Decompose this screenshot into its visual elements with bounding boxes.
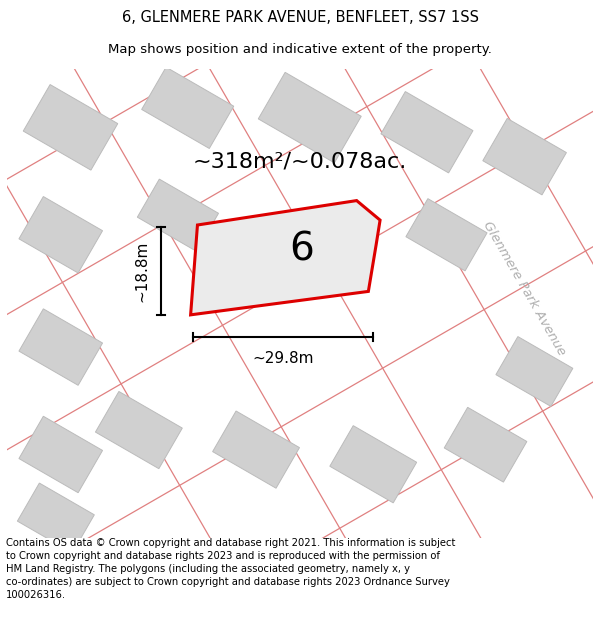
Text: 6: 6: [289, 231, 314, 268]
Polygon shape: [19, 416, 103, 492]
Text: ~318m²/~0.078ac.: ~318m²/~0.078ac.: [193, 151, 407, 171]
Text: ~18.8m: ~18.8m: [134, 240, 149, 302]
Polygon shape: [406, 199, 487, 271]
Polygon shape: [137, 179, 218, 251]
Polygon shape: [330, 426, 416, 503]
Polygon shape: [23, 84, 118, 170]
Polygon shape: [17, 483, 94, 553]
Polygon shape: [444, 408, 527, 482]
Polygon shape: [142, 67, 234, 149]
Polygon shape: [381, 91, 473, 173]
Text: Map shows position and indicative extent of the property.: Map shows position and indicative extent…: [108, 42, 492, 56]
Text: Contains OS data © Crown copyright and database right 2021. This information is : Contains OS data © Crown copyright and d…: [6, 538, 455, 600]
Text: Glenmere Park Avenue: Glenmere Park Avenue: [481, 219, 568, 358]
Polygon shape: [95, 391, 182, 469]
Polygon shape: [19, 196, 103, 273]
Polygon shape: [258, 72, 361, 162]
Polygon shape: [496, 337, 573, 406]
Polygon shape: [483, 118, 566, 195]
Polygon shape: [212, 411, 299, 488]
Polygon shape: [191, 201, 380, 315]
Text: 6, GLENMERE PARK AVENUE, BENFLEET, SS7 1SS: 6, GLENMERE PARK AVENUE, BENFLEET, SS7 1…: [121, 10, 479, 25]
Polygon shape: [19, 309, 103, 385]
Text: ~29.8m: ~29.8m: [252, 351, 314, 366]
